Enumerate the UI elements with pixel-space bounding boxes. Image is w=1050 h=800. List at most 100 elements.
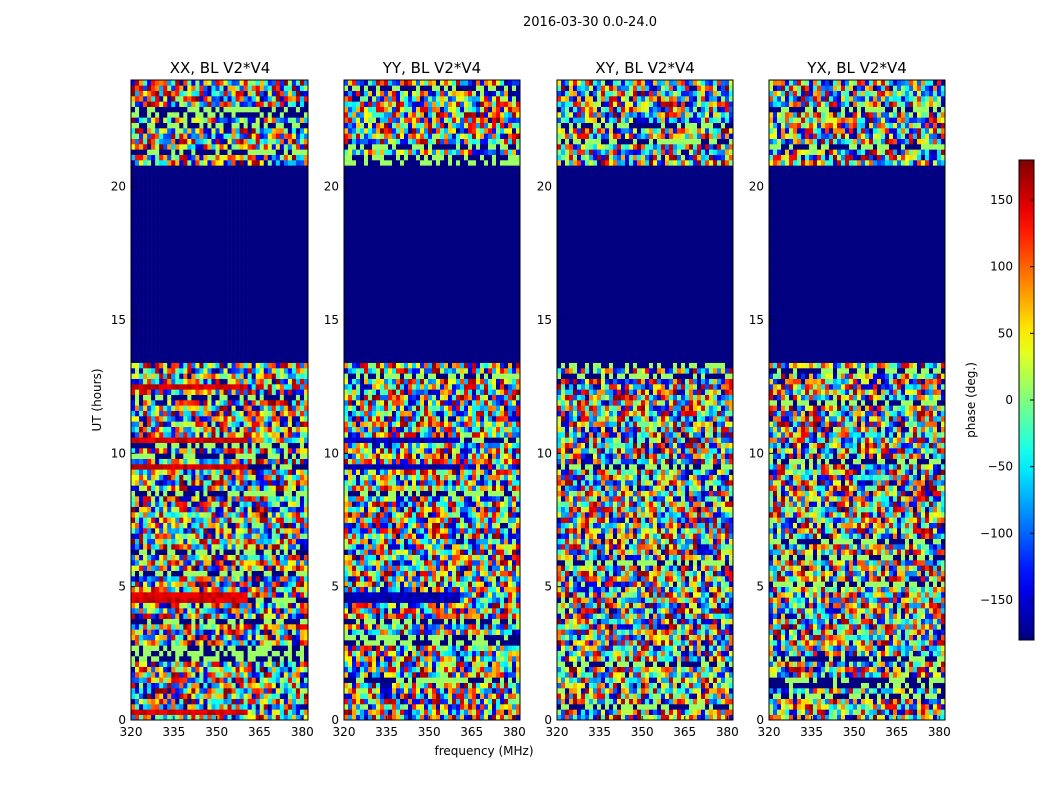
heat-cell [291, 602, 297, 609]
heat-cell [243, 208, 248, 214]
heat-cell [167, 474, 172, 481]
heat-cell [187, 672, 192, 678]
heat-cell [211, 176, 216, 182]
heat-cell [243, 618, 248, 625]
heat-cell [239, 522, 244, 529]
heat-cell [243, 640, 248, 646]
heat-cell [215, 128, 220, 134]
heat-cell [163, 432, 168, 438]
heat-cell [251, 565, 256, 571]
heat-cell [155, 341, 160, 347]
heat-cell [243, 362, 248, 369]
heat-cell [295, 522, 301, 529]
heat-cell [159, 538, 164, 545]
heat-cell [179, 357, 184, 363]
heat-cell [211, 544, 216, 550]
heat-cell [219, 666, 224, 673]
heat-cell [139, 122, 144, 129]
heat-cell [267, 442, 273, 449]
heat-cell [195, 442, 200, 449]
heat-cell [235, 277, 240, 283]
heat-cell [199, 554, 204, 561]
heat-cell [187, 618, 192, 625]
heat-cell [247, 357, 252, 363]
heat-cell [247, 330, 252, 337]
heat-cell [131, 368, 136, 374]
heat-cell [251, 437, 256, 443]
heat-cell [251, 368, 256, 374]
heat-cell [275, 666, 281, 673]
heat-cell [191, 314, 196, 321]
heat-cell [175, 432, 180, 438]
heat-cell [163, 666, 168, 673]
heat-cell [243, 597, 248, 603]
heat-cell [135, 544, 140, 550]
heat-cell [219, 698, 224, 705]
heat-cell [283, 629, 289, 635]
heat-cell [259, 128, 265, 134]
heat-cell [299, 613, 305, 619]
heat-cell [243, 122, 248, 129]
heat-cell [267, 698, 273, 705]
heat-cell [155, 448, 160, 454]
heat-cell [283, 581, 289, 587]
heat-cell [235, 224, 240, 230]
heat-cell [251, 154, 256, 161]
heat-cell [239, 229, 244, 235]
heat-cell [247, 341, 252, 347]
heat-cell [243, 213, 248, 219]
heat-cell [159, 266, 164, 273]
heat-cell [251, 624, 256, 630]
heat-cell [175, 256, 180, 262]
heat-cell [159, 181, 164, 187]
heat-cell [143, 277, 148, 283]
heat-cell [147, 128, 152, 134]
heat-cell [203, 298, 208, 305]
heat-cell [191, 240, 196, 246]
heat-cell [199, 245, 204, 251]
heat-cell [203, 608, 208, 614]
heat-cell [171, 165, 176, 171]
heat-cell [279, 293, 285, 299]
heat-cell [139, 480, 144, 486]
heat-cell [183, 261, 188, 267]
heat-cell [227, 186, 232, 193]
heat-cell [211, 602, 216, 609]
heat-cell [223, 656, 228, 662]
heat-cell [299, 170, 305, 177]
heat-cell [211, 304, 216, 310]
heat-cell [295, 154, 301, 161]
heat-cell [231, 149, 236, 155]
heat-cell [147, 714, 152, 721]
heat-cell [255, 405, 261, 411]
heat-cell [231, 186, 236, 193]
heat-cell [267, 346, 273, 353]
heat-cell [299, 506, 305, 513]
heat-cell [291, 128, 297, 134]
heat-cell [247, 474, 252, 481]
heat-cell [139, 688, 144, 694]
heat-cell [195, 346, 200, 353]
heat-cell [175, 341, 180, 347]
heat-cell [139, 165, 144, 171]
heat-cell [211, 592, 216, 598]
heat-cell [199, 613, 204, 619]
heat-cell [235, 165, 240, 171]
heat-cell [247, 405, 252, 411]
heat-cell [303, 170, 309, 177]
heat-cell [179, 133, 184, 139]
heat-cell [251, 314, 256, 321]
heat-cell [295, 613, 301, 619]
heat-cell [211, 528, 216, 534]
heat-cell [227, 197, 232, 203]
heat-cell [131, 581, 136, 587]
heat-cell [135, 277, 140, 283]
heat-cell [191, 682, 196, 689]
heat-cell [147, 666, 152, 673]
heat-cell [147, 581, 152, 587]
heat-cell [183, 362, 188, 369]
heat-cell [135, 389, 140, 395]
heat-cell [283, 197, 289, 203]
heat-cell [203, 437, 208, 443]
heat-cell [299, 629, 305, 635]
